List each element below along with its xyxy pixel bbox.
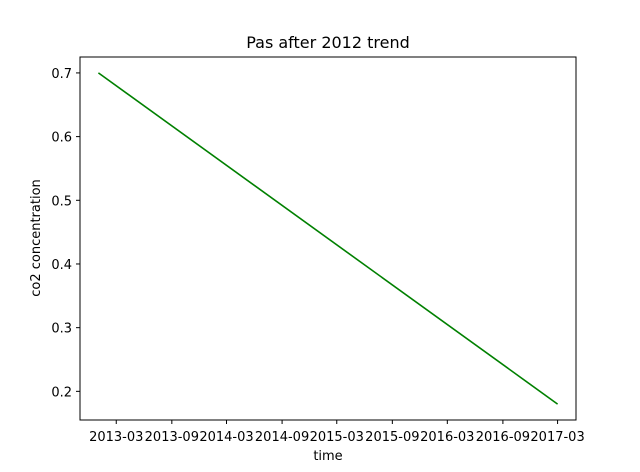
y-axis-label: co2 concentration bbox=[29, 179, 44, 297]
x-tick-label: 2015-09 bbox=[365, 430, 419, 445]
x-axis: 2013-03 2013-09 2014-03 2014-09 2015-03 2015-… bbox=[89, 420, 585, 445]
x-tick-label: 2014-09 bbox=[255, 430, 309, 445]
x-tick-label: 2015-03 bbox=[310, 430, 364, 445]
plot-frame bbox=[79, 56, 577, 421]
y-tick-label: 0.5 bbox=[51, 194, 72, 209]
chart-title: Pas after 2012 trend bbox=[246, 33, 410, 52]
series-line bbox=[97, 72, 559, 405]
x-axis-label: time bbox=[313, 449, 342, 464]
series-group bbox=[97, 72, 559, 405]
y-axis: 0.2 0.3 0.4 0.5 0.6 0.7 bbox=[51, 67, 80, 400]
x-tick-label: 2017-03 bbox=[530, 430, 584, 445]
x-tick-label: 2013-03 bbox=[89, 430, 143, 445]
x-tick-label: 2014-03 bbox=[199, 430, 253, 445]
y-tick-label: 0.3 bbox=[51, 322, 72, 337]
y-tick-label: 0.4 bbox=[51, 258, 72, 273]
y-tick-label: 0.2 bbox=[51, 385, 72, 400]
x-tick-label: 2016-03 bbox=[420, 430, 474, 445]
y-tick-label: 0.6 bbox=[51, 131, 72, 146]
x-tick-label: 2016-09 bbox=[476, 430, 530, 445]
y-tick-label: 0.7 bbox=[51, 67, 72, 82]
x-tick-label: 2013-09 bbox=[145, 430, 199, 445]
